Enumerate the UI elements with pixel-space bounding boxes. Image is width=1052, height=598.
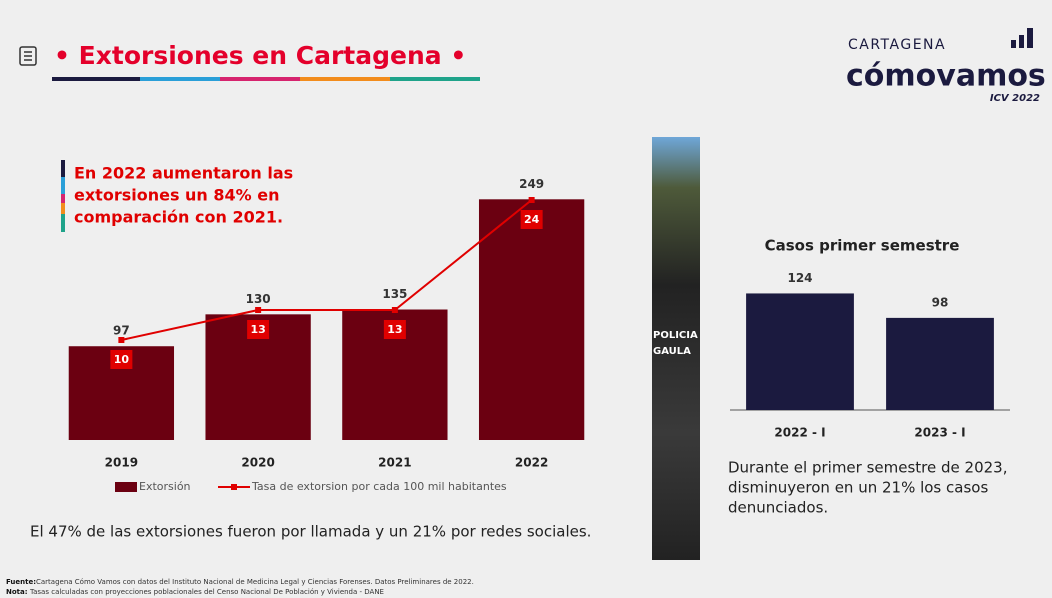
data-label: 97: [113, 324, 130, 338]
x-tick-label: 2021: [378, 456, 411, 470]
brand: cómovamos: [846, 59, 1046, 94]
line-marker: [528, 197, 535, 203]
legend-swatch: [115, 482, 137, 492]
x-tick-label: 2022: [515, 456, 548, 470]
data-label: 13: [250, 323, 265, 336]
note-label: Nota:: [6, 588, 28, 596]
annotation: extorsiones un 84% en: [74, 186, 280, 205]
note: denunciados.: [728, 499, 828, 517]
photo-text: POLICIA: [653, 330, 698, 341]
data-label: 130: [246, 292, 271, 306]
brand-top: CARTAGENA: [848, 37, 946, 53]
line-marker: [118, 337, 125, 343]
data-label: 10: [114, 353, 130, 366]
line: [121, 199, 533, 341]
label-box: [247, 320, 270, 339]
brand-sub: ICV 2022: [990, 93, 1040, 104]
note: disminuyeron en un 21% los casos: [728, 479, 988, 497]
note: Durante el primer semestre de 2023,: [728, 459, 1007, 477]
photo-text: GAULA: [653, 346, 691, 357]
bar: [886, 317, 994, 410]
footnote: El 47% de las extorsiones fueron por lla…: [30, 523, 591, 541]
data-label: 249: [519, 177, 544, 191]
data-label: 13: [387, 323, 402, 336]
annotation: comparación con 2021.: [74, 208, 283, 227]
legend-label: Extorsión: [139, 480, 191, 493]
label-box: [520, 210, 543, 229]
source-text: Cartagena Cómo Vamos con datos del Insti…: [36, 578, 474, 586]
data-label: 124: [787, 271, 812, 285]
note-text: Tasas calculadas con proyecciones poblac…: [29, 588, 384, 596]
chart-title: Casos primer semestre: [765, 237, 960, 255]
photo: [652, 137, 700, 560]
title: • Extorsiones en Cartagena •: [54, 41, 466, 70]
label-box: [110, 350, 133, 369]
x-tick-label: 2023 - I: [914, 426, 965, 440]
x-tick-label: 2020: [241, 456, 274, 470]
x-tick-label: 2022 - I: [774, 426, 825, 440]
data-label: 24: [524, 213, 540, 226]
annotation: En 2022 aumentaron las: [74, 164, 293, 183]
legend-marker: [231, 484, 237, 490]
brand-icon: [1011, 28, 1033, 48]
data-label: 135: [382, 287, 407, 301]
label-box: [383, 320, 406, 339]
menu-icon: [19, 46, 37, 66]
bar: [478, 199, 585, 440]
line-marker: [255, 307, 262, 313]
bar: [746, 293, 854, 410]
line-marker: [391, 307, 398, 313]
data-label: 98: [932, 295, 949, 309]
x-tick-label: 2019: [105, 456, 138, 470]
legend-label: Tasa de extorsion por cada 100 mil habit…: [251, 480, 507, 493]
source-label: Fuente:: [6, 578, 36, 586]
